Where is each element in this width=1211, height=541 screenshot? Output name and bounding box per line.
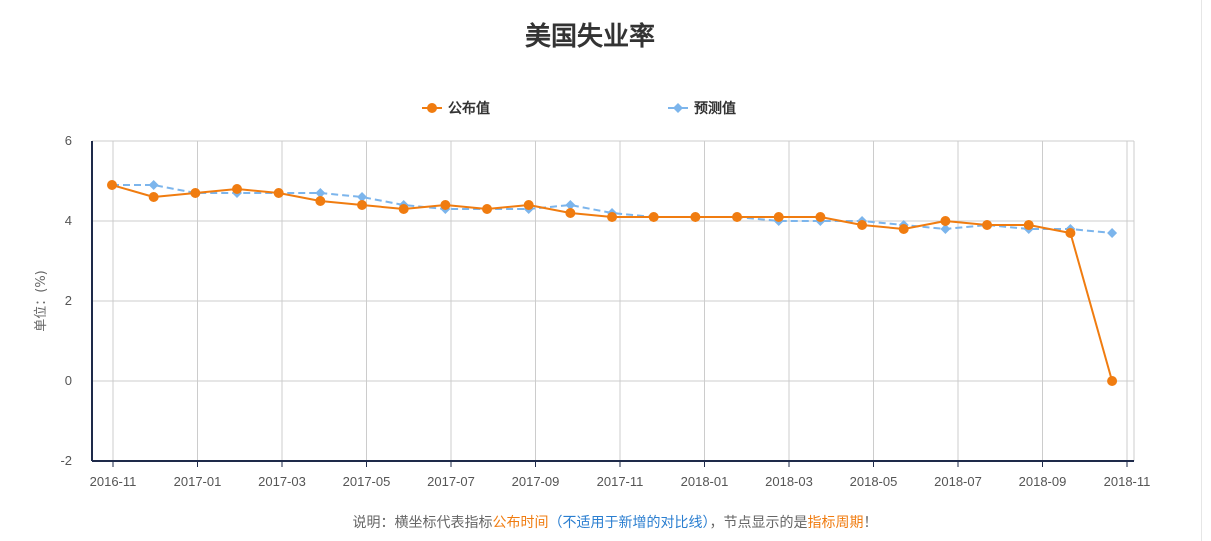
data-point-published: [898, 224, 909, 234]
data-point-forecast: [357, 192, 368, 202]
data-point-published: [315, 196, 326, 206]
note-highlight-not-applicable: 不适用于新增的对比线: [562, 514, 703, 530]
axes: [91, 141, 1134, 467]
data-point-published: [273, 188, 284, 198]
footnote: 说明：横坐标代表指标公布时间（不适用于新增的对比线），节点显示的是指标周期！: [0, 512, 1211, 532]
data-point-published: [482, 204, 493, 214]
data-point-published: [815, 212, 826, 222]
data-point-published: [1065, 228, 1076, 238]
legend-diamond-marker-icon: [668, 103, 688, 113]
y-tick-label: 6: [65, 133, 72, 148]
y-axis-label: 单位：(%): [34, 270, 49, 332]
legend-label-published: 公布值: [448, 100, 490, 116]
data-point-forecast: [565, 200, 576, 210]
x-tick-label: 2017-01: [174, 474, 222, 489]
x-tick-label: 2017-07: [427, 474, 475, 489]
note-prefix: 说明：横坐标代表指标: [352, 514, 493, 530]
x-tick-label: 2018-11: [1104, 474, 1151, 489]
data-point-forecast: [315, 188, 326, 198]
x-tick-label: 2018-01: [681, 474, 729, 489]
data-point-published: [607, 212, 618, 222]
grid: [92, 140, 1135, 461]
y-tick-label: 4: [65, 213, 72, 228]
note-middle: ，节点显示的是: [709, 514, 808, 530]
y-tick-label: -2: [60, 453, 72, 468]
legend-item-forecast[interactable]: 预测值: [668, 98, 736, 118]
y-tick-labels: -2 0 2 4 6: [60, 133, 72, 468]
chart-title: 美国失业率: [524, 21, 655, 51]
data-point-published: [690, 212, 701, 222]
series-layer: [107, 180, 1118, 386]
data-point-published: [982, 220, 993, 230]
note-paren-open: （: [548, 514, 563, 530]
note-highlight-period: 指标周期: [807, 514, 864, 530]
note-highlight-publish-time: 公布时间: [492, 514, 549, 530]
data-point-published: [565, 208, 576, 218]
x-tick-label: 2017-03: [258, 474, 306, 489]
data-point-published: [232, 184, 243, 194]
data-point-forecast: [148, 180, 159, 190]
x-tick-label: 2018-05: [850, 474, 898, 489]
data-point-published: [523, 200, 534, 210]
x-tick-labels: 2016-11 2017-01 2017-03 2017-05 2017-07 2017-…: [90, 474, 1151, 489]
data-point-published: [398, 204, 409, 214]
legend-circle-marker-icon: [422, 103, 442, 113]
data-point-published: [857, 220, 868, 230]
data-point-published: [107, 180, 117, 190]
data-point-published: [940, 216, 951, 226]
data-point-published: [1107, 376, 1118, 386]
x-tick-label: 2018-09: [1019, 474, 1067, 489]
line-chart: -2 0 2 4 6 2016-11 2017-01 2017-03 2017-05 2017-…: [34, 133, 1151, 489]
x-tick-label: 2016-11: [90, 474, 137, 489]
right-border: [1201, 0, 1202, 541]
data-point-published: [1023, 220, 1034, 230]
legend-item-published[interactable]: 公布值: [422, 98, 490, 118]
data-point-forecast: [1107, 228, 1118, 238]
note-suffix: ！: [863, 514, 878, 530]
data-point-published: [357, 200, 368, 210]
x-tick-label: 2017-11: [597, 474, 644, 489]
y-tick-label: 2: [65, 293, 72, 308]
y-tick-label: 0: [65, 373, 72, 388]
note-paren-close: ）: [702, 514, 710, 530]
data-point-published: [773, 212, 784, 222]
x-tick-label: 2017-05: [343, 474, 391, 489]
data-point-published: [440, 200, 451, 210]
data-point-published: [190, 188, 201, 198]
data-point-published: [148, 192, 159, 202]
data-point-published: [648, 212, 659, 222]
x-tick-label: 2018-07: [934, 474, 982, 489]
x-tick-label: 2018-03: [765, 474, 813, 489]
data-point-forecast: [940, 224, 951, 234]
data-point-published: [732, 212, 743, 222]
legend-label-forecast: 预测值: [694, 100, 736, 116]
x-tick-label: 2017-09: [512, 474, 560, 489]
